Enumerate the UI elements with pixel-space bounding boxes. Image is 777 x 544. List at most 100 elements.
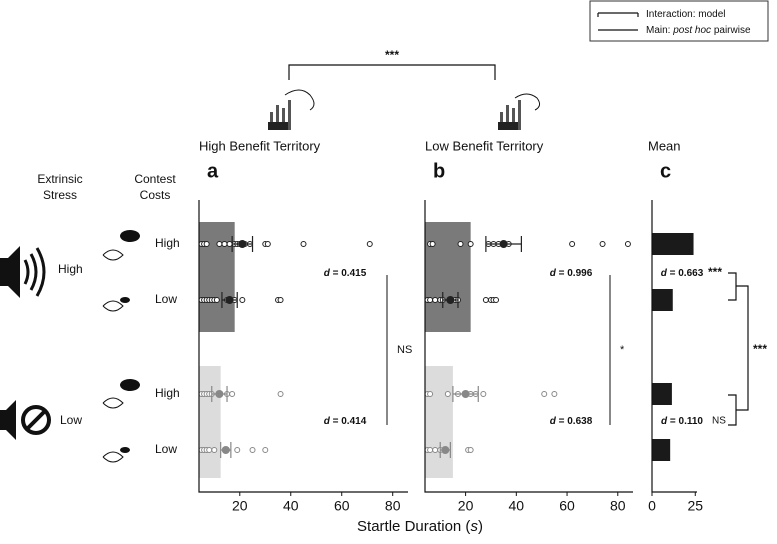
data-point: [211, 447, 218, 453]
insect-icon: [120, 230, 140, 453]
stress-level: Low: [60, 413, 82, 427]
effect-size: d = 0.638: [550, 416, 593, 427]
stress-bar: [425, 366, 453, 478]
mean-point: [238, 240, 247, 248]
data-point: [262, 447, 269, 453]
data-point: [277, 297, 284, 303]
header: Stress: [43, 188, 77, 202]
plant-icon: [268, 89, 315, 130]
effect-symbol: d: [550, 268, 557, 279]
effect-size: d = 0.996: [550, 268, 593, 279]
x-tick-label: 40: [509, 498, 525, 514]
data-point: [482, 297, 489, 303]
data-point: [203, 241, 210, 247]
effect-value: = 0.110: [667, 416, 703, 427]
effect-symbol: d: [324, 416, 331, 427]
x-tick-label: 40: [283, 498, 299, 514]
top-bracket: [288, 64, 496, 80]
data-point: [427, 391, 434, 397]
effect-value: = 0.414: [330, 416, 367, 427]
legend-label: Interaction: model: [646, 9, 726, 20]
mean-point: [441, 446, 450, 454]
panel-letter: a: [207, 160, 219, 182]
x-tick-label: 60: [559, 498, 575, 514]
legend-bracket: [597, 12, 639, 17]
effect-value: = 0.638: [556, 416, 593, 427]
effect-symbol: d: [550, 416, 557, 427]
mute-icon: [0, 400, 51, 440]
axis: [424, 200, 633, 493]
panel-letter: b: [433, 160, 445, 182]
stress-level: High: [58, 262, 83, 276]
significance-bracket: [728, 272, 737, 301]
data-point: [480, 391, 487, 397]
data-point: [213, 297, 220, 303]
significance: *: [620, 344, 625, 356]
header: Contest: [134, 172, 176, 186]
plant-icon: [498, 93, 541, 130]
effect-value: = 0.996: [556, 268, 593, 279]
data-point: [444, 391, 451, 397]
data-point: [216, 241, 223, 247]
stress-bar: [425, 222, 471, 332]
data-point: [467, 241, 474, 247]
data-point: [300, 241, 307, 247]
effect-size: d = 0.110: [661, 416, 703, 427]
bar: [652, 383, 672, 405]
data-point: [427, 297, 434, 303]
effect-symbol: d: [661, 416, 668, 427]
mean-point: [215, 390, 224, 398]
effect-value: = 0.663: [667, 268, 704, 279]
bar: [652, 289, 673, 311]
significance-bracket: [728, 394, 737, 426]
cost-level: High: [155, 236, 180, 250]
x-tick-label: 25: [687, 498, 703, 514]
x-tick-label: 80: [610, 498, 626, 514]
effect-size: d = 0.415: [324, 268, 367, 279]
mean-point: [225, 296, 234, 304]
data-point: [599, 241, 606, 247]
data-point: [457, 241, 464, 247]
bar: [652, 233, 694, 255]
legend-label: Main: post hoc pairwise: [646, 25, 751, 36]
x-tick-label: 20: [458, 498, 474, 514]
header: Costs: [140, 188, 171, 202]
effect-size: d = 0.414: [324, 416, 367, 427]
axis: [198, 200, 408, 493]
mean-point: [446, 296, 455, 304]
data-point: [206, 447, 213, 453]
panel-title: High Benefit Territory: [199, 138, 321, 153]
panel-title: Mean: [648, 138, 681, 153]
mean-point: [499, 240, 508, 248]
significance-bracket: [736, 285, 749, 411]
data-point: [551, 391, 558, 397]
effect-value: = 0.415: [330, 268, 367, 279]
x-tick-label: 60: [334, 498, 350, 514]
significance: NS: [712, 416, 726, 427]
data-point: [432, 447, 439, 453]
header: Extrinsic: [37, 172, 82, 186]
x-axis-title: Startle Duration (s): [357, 518, 483, 535]
data-point: [493, 297, 500, 303]
legend-box: [589, 0, 769, 42]
speaker-icon: [0, 246, 46, 298]
bar: [652, 439, 671, 461]
panel-letter: c: [660, 160, 671, 182]
data-point: [429, 241, 436, 247]
data-point: [541, 391, 548, 397]
stress-bar: [199, 366, 221, 478]
data-point: [229, 391, 236, 397]
data-point: [432, 297, 439, 303]
data-point: [366, 241, 373, 247]
mean-point: [461, 390, 470, 398]
cost-level: High: [155, 386, 180, 400]
data-point: [467, 447, 474, 453]
data-point: [277, 391, 284, 397]
data-point: [249, 447, 256, 453]
data-point: [264, 241, 271, 247]
significance: NS: [397, 344, 412, 356]
x-tick-label: 0: [648, 498, 656, 514]
effect-size: d = 0.663: [661, 268, 704, 279]
